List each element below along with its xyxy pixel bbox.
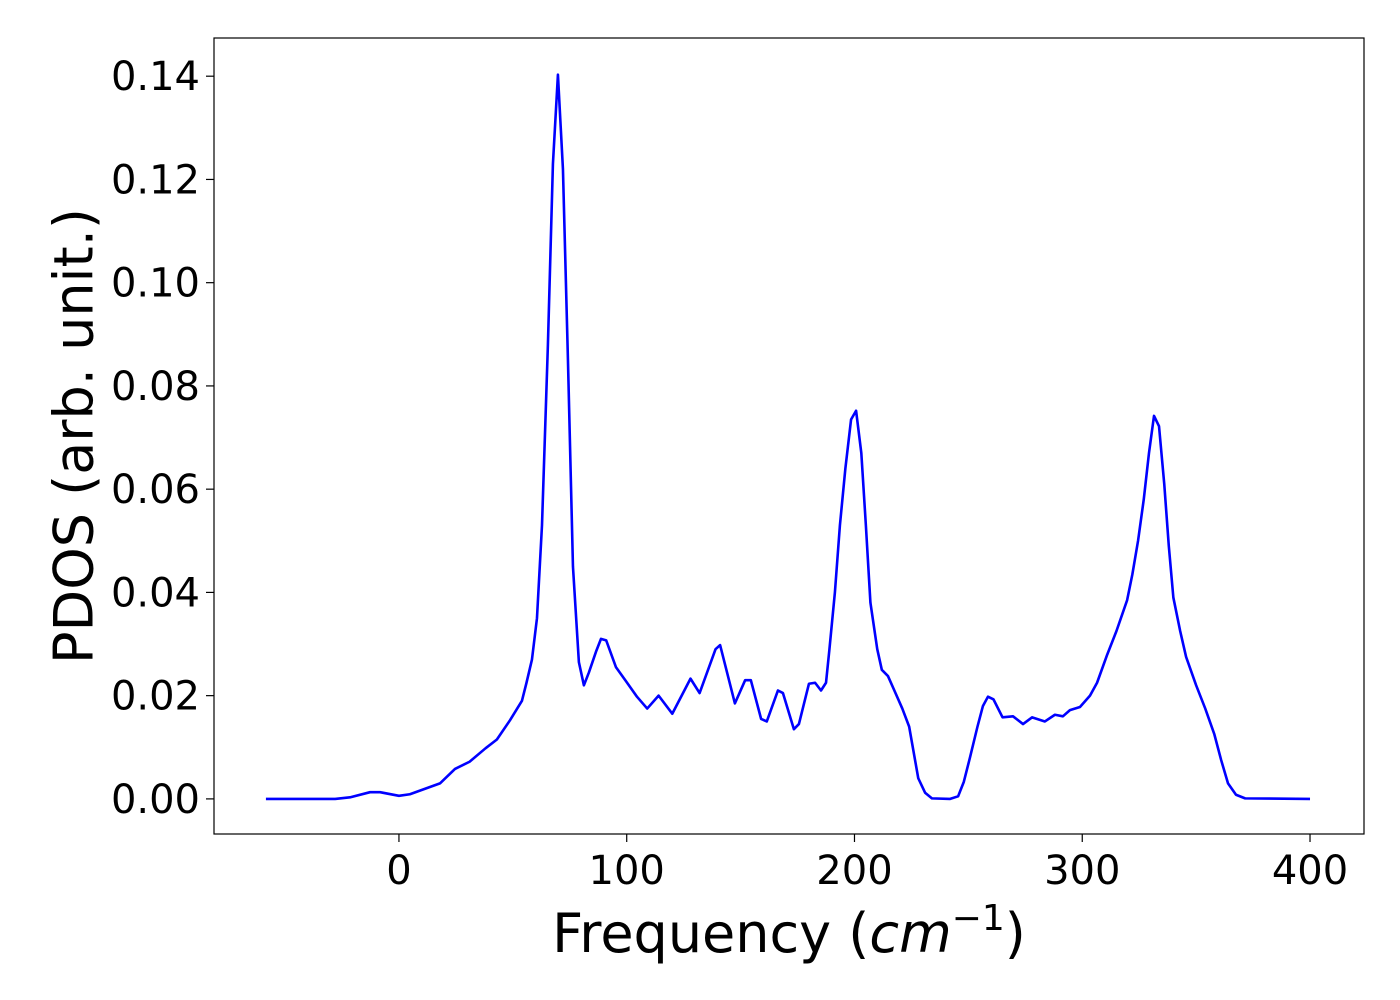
data-line <box>265 73 1311 801</box>
x-tick-label: 400 <box>1272 848 1348 894</box>
x-label-close: ) <box>1005 902 1026 965</box>
x-axis-label: Frequency (cm−1) <box>552 898 1026 965</box>
y-axis-label: PDOS (arb. unit.) <box>43 208 106 664</box>
y-tick-label: 0.02 <box>111 674 200 720</box>
y-tick-label: 0.14 <box>111 54 200 100</box>
y-tick-label: 0.04 <box>111 570 200 616</box>
y-tick-label: 0.12 <box>111 157 200 203</box>
x-label-unit: cm <box>869 902 951 965</box>
y-tick-label: 0.08 <box>111 364 200 410</box>
y-tick-label: 0.06 <box>111 467 200 513</box>
x-tick-label: 200 <box>816 848 892 894</box>
x-tick-label: 300 <box>1044 848 1120 894</box>
y-tick-label: 0.10 <box>111 261 200 307</box>
x-tick-label: 0 <box>386 848 411 894</box>
plot-frame <box>213 37 1365 835</box>
x-tick-label: 100 <box>589 848 665 894</box>
x-label-sup: −1 <box>952 898 1005 939</box>
y-tick-label: 0.00 <box>111 777 200 823</box>
x-label-text: Frequency ( <box>552 902 869 965</box>
